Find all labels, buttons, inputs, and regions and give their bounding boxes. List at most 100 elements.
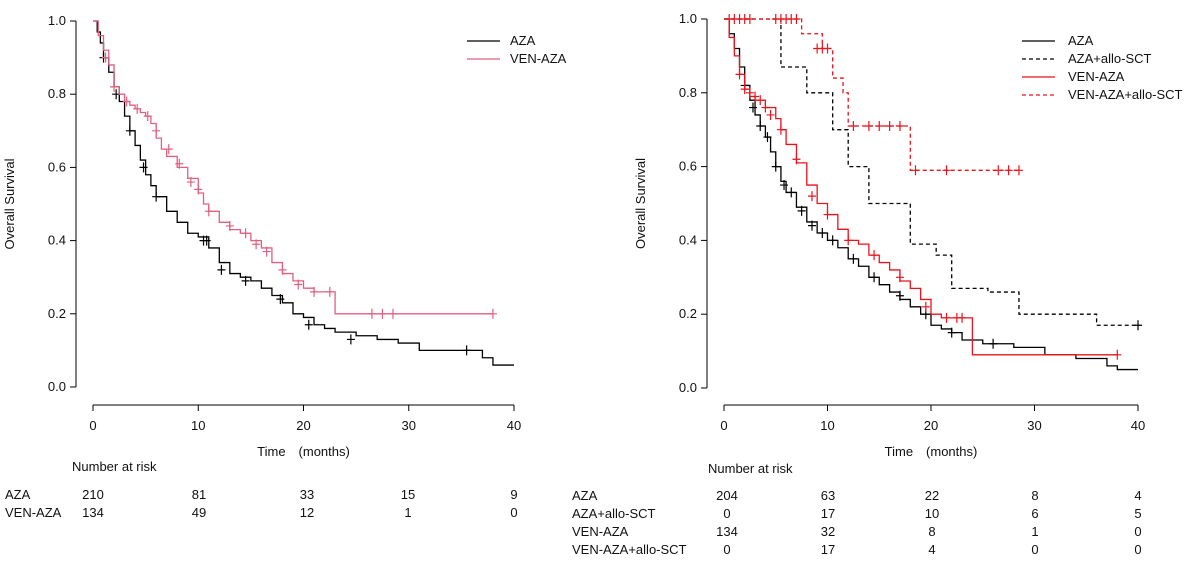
censor-mark (1134, 320, 1142, 331)
censor-mark (1004, 165, 1013, 176)
censor-mark (942, 165, 951, 176)
censor-mark (797, 205, 806, 216)
risk-row-label: VEN-AZA (5, 505, 62, 520)
censor-mark (823, 209, 832, 220)
risk-row-label: AZA+allo-SCT (572, 506, 655, 521)
censor-mark (776, 124, 785, 135)
x-tick-label: 0 (89, 418, 96, 433)
x-tick-label: 20 (296, 418, 310, 433)
censor-mark (947, 327, 956, 338)
censor-mark (828, 235, 837, 246)
censor-mark (756, 121, 765, 132)
censor-mark (194, 184, 203, 195)
risk-count: 0 (1031, 542, 1038, 557)
series-ven-aza (724, 18, 1122, 360)
censor-mark (252, 239, 261, 250)
legend-label: AZA (510, 33, 536, 48)
y-tick-label: 0.8 (679, 85, 697, 100)
legend-label: VEN-AZA (1068, 69, 1125, 84)
x-tick-label: 10 (820, 418, 834, 433)
risk-count: 0 (723, 542, 730, 557)
series-ven-aza-allo-sct (724, 14, 1023, 176)
risk-count: 5 (1134, 506, 1141, 521)
y-tick-label: 0.0 (48, 379, 66, 394)
legend-label: AZA (1068, 33, 1094, 48)
risk-row-label: AZA (572, 488, 598, 503)
risk-count: 6 (1031, 506, 1038, 521)
censor-mark (133, 103, 142, 114)
censor-mark (942, 312, 951, 323)
censor-mark (262, 246, 271, 257)
censor-mark (225, 220, 234, 231)
risk-table-title: Number at risk (708, 461, 793, 476)
censor-mark (807, 191, 816, 202)
risk-count: 32 (821, 524, 835, 539)
censor-mark (175, 158, 184, 169)
censor-mark (994, 165, 1003, 176)
risk-count: 9 (510, 487, 517, 502)
y-tick-label: 0.6 (48, 159, 66, 174)
censor-mark (958, 312, 967, 323)
y-tick-label: 0.4 (48, 233, 66, 248)
censor-mark (101, 52, 110, 63)
series-ven-aza (93, 20, 497, 319)
censor-mark (787, 187, 796, 198)
risk-count: 12 (300, 505, 314, 520)
y-tick-label: 0.2 (679, 306, 697, 321)
censor-mark (780, 180, 789, 191)
censor-mark (294, 279, 303, 290)
risk-count: 4 (928, 542, 935, 557)
censor-mark (310, 286, 319, 297)
y-axis-title: Overall Survival (633, 158, 648, 249)
risk-count: 204 (716, 488, 738, 503)
series-aza (93, 20, 514, 366)
y-tick-label: 0.0 (679, 380, 697, 395)
risk-count: 0 (1134, 542, 1141, 557)
censor-mark (204, 206, 213, 217)
risk-count: 0 (723, 506, 730, 521)
risk-table-title: Number at risk (72, 459, 157, 474)
x-axis-title: Time (months) (257, 444, 350, 459)
censor-mark (771, 161, 780, 172)
censor-mark (152, 191, 161, 202)
legend-label: AZA+allo-SCT (1068, 51, 1151, 66)
risk-count: 134 (716, 524, 738, 539)
x-tick-label: 40 (1131, 418, 1145, 433)
censor-mark (122, 96, 131, 107)
risk-count: 81 (192, 487, 206, 502)
x-tick-label: 40 (507, 418, 521, 433)
y-tick-label: 0.2 (48, 306, 66, 321)
risk-count: 134 (82, 505, 104, 520)
censor-mark (792, 154, 801, 165)
risk-row-label: VEN-AZA+allo-SCT (572, 542, 687, 557)
risk-count: 4 (1134, 488, 1141, 503)
censor-mark (911, 165, 920, 176)
y-tick-label: 0.4 (679, 232, 697, 247)
censor-mark (488, 308, 497, 319)
risk-row-label: VEN-AZA (572, 524, 629, 539)
survival-step-line (724, 18, 1019, 171)
censor-mark (818, 228, 827, 239)
censor-mark (895, 290, 904, 301)
censor-mark (763, 132, 772, 143)
censor-mark (792, 14, 801, 24)
censor-mark (844, 235, 853, 246)
risk-count: 1 (404, 505, 411, 520)
censor-mark (202, 235, 211, 246)
censor-mark (823, 43, 832, 54)
censor-mark (756, 95, 765, 106)
censor-mark (895, 272, 904, 283)
censor-mark (989, 338, 998, 349)
risk-count: 1 (1031, 524, 1038, 539)
survival-step-line (93, 20, 493, 315)
risk-count: 10 (925, 506, 939, 521)
censor-mark (751, 91, 760, 102)
risk-count: 0 (1134, 524, 1141, 539)
censor-mark (110, 81, 119, 92)
censor-mark (849, 121, 858, 132)
x-axis-title: Time (months) (885, 444, 978, 459)
censor-mark (761, 102, 770, 113)
censor-mark (278, 264, 287, 275)
